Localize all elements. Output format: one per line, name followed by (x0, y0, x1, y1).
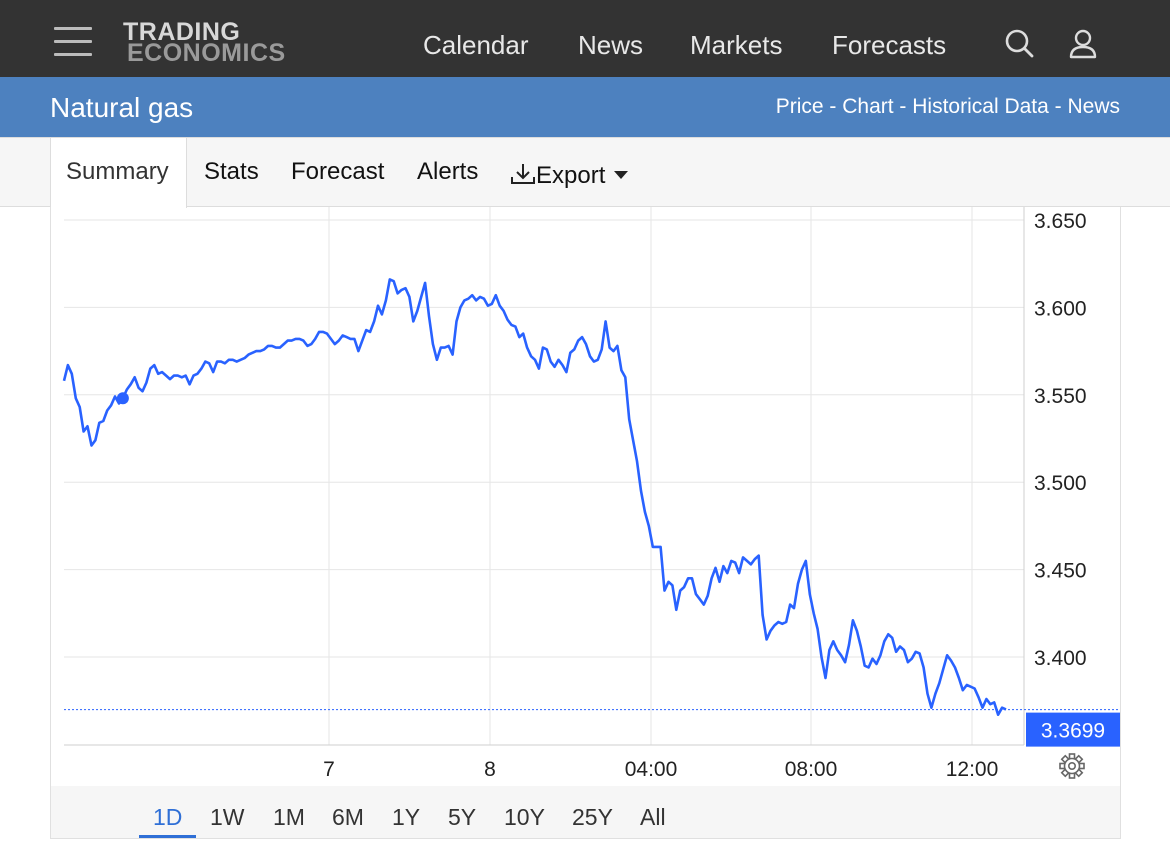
top-header (0, 0, 1170, 77)
range-25y[interactable]: 25Y (572, 804, 613, 830)
range-5y[interactable]: 5Y (448, 804, 477, 830)
download-icon (510, 162, 536, 194)
logo[interactable]: TRADING ECONOMICS (123, 19, 313, 69)
menu-icon[interactable] (54, 27, 92, 57)
logo-line1: TRADING (123, 18, 241, 46)
link-chart[interactable]: Chart (842, 95, 894, 118)
range-all[interactable]: All (640, 804, 666, 830)
nav-calendar[interactable]: Calendar (423, 30, 529, 60)
tab-forecast[interactable]: Forecast (291, 158, 385, 185)
range-10y[interactable]: 10Y (504, 804, 545, 830)
range-1w[interactable]: 1W (210, 804, 245, 830)
range-active-indicator (139, 835, 196, 838)
nav-news[interactable]: News (578, 30, 644, 60)
range-1m[interactable]: 1M (273, 804, 305, 830)
range-1y[interactable]: 1Y (392, 804, 421, 830)
range-selector (51, 786, 1120, 838)
export-label: Export (536, 162, 606, 189)
tab-export[interactable]: Export (510, 157, 629, 194)
link-separator: - (893, 95, 913, 118)
nav-markets[interactable]: Markets (690, 30, 783, 60)
caret-down-icon (614, 157, 629, 187)
page-title: Natural gas (50, 92, 194, 123)
tab-summary[interactable]: Summary (66, 158, 169, 185)
tab-alerts[interactable]: Alerts (417, 158, 479, 185)
link-historical-data[interactable]: Historical Data (912, 95, 1049, 118)
link-news[interactable]: News (1067, 95, 1120, 118)
range-6m[interactable]: 6M (332, 804, 364, 830)
link-price[interactable]: Price (775, 95, 824, 118)
tab-bar (0, 137, 1170, 207)
link-separator: - (823, 95, 843, 118)
title-links: Price - Chart - Historical Data - News (776, 94, 1120, 120)
chart-container (50, 207, 1121, 839)
nav-forecasts[interactable]: Forecasts (832, 30, 947, 60)
user-icon[interactable] (1067, 28, 1099, 65)
tab-active-bg (50, 138, 187, 208)
range-1d[interactable]: 1D (153, 804, 183, 830)
title-bar (0, 77, 1170, 137)
search-icon[interactable] (1005, 28, 1035, 65)
link-separator: - (1048, 95, 1068, 118)
logo-line2: ECONOMICS (127, 39, 286, 67)
tab-stats[interactable]: Stats (204, 158, 259, 185)
